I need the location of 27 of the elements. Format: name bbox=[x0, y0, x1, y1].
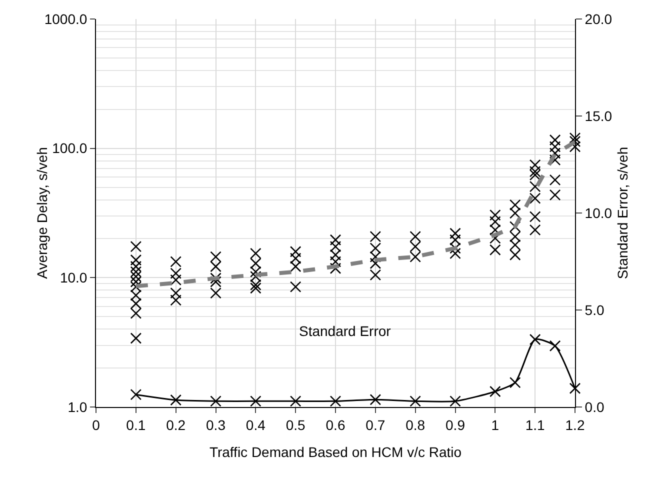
x-tick-label: 0.7 bbox=[366, 416, 386, 433]
x-tick-label: 0.6 bbox=[326, 416, 346, 433]
x-axis-title: Traffic Demand Based on HCM v/c Ratio bbox=[209, 444, 462, 460]
x-tick-label: 0 bbox=[92, 416, 100, 433]
y-tick-label: 1000.0 bbox=[44, 10, 88, 27]
y2-axis-title: Standard Error, s/veh bbox=[614, 146, 630, 280]
x-tick-label: 1 bbox=[491, 416, 500, 433]
line-series bbox=[134, 140, 575, 288]
y2-tick-label: 0.0 bbox=[584, 398, 604, 415]
y2-tick-label: 10.0 bbox=[584, 204, 612, 221]
y2-tick-label: 15.0 bbox=[584, 108, 612, 124]
x-tick-label: 0.8 bbox=[406, 416, 426, 433]
y2-tick-label: 5.0 bbox=[584, 302, 604, 318]
annotation: Standard Error bbox=[299, 323, 392, 339]
y2-tick-label: 20.0 bbox=[584, 10, 612, 27]
y-tick-label: 1.0 bbox=[68, 398, 88, 415]
x-tick-label: 0.9 bbox=[446, 416, 466, 433]
y-axis-title: Average Delay, s/veh bbox=[34, 147, 50, 279]
x-tick-label: 0.5 bbox=[286, 416, 306, 433]
x-tick-label: 1.1 bbox=[525, 416, 546, 433]
x-tick-label: 0.2 bbox=[166, 416, 186, 433]
y-tick-label: 10.0 bbox=[60, 270, 88, 286]
x-tick-label: 0.3 bbox=[206, 416, 226, 433]
x-tick-label: 0.4 bbox=[246, 416, 266, 433]
y-tick-label: 100.0 bbox=[52, 140, 88, 156]
x-tick-label: 1.2 bbox=[565, 416, 585, 433]
x-tick-label: 0.1 bbox=[126, 416, 146, 433]
